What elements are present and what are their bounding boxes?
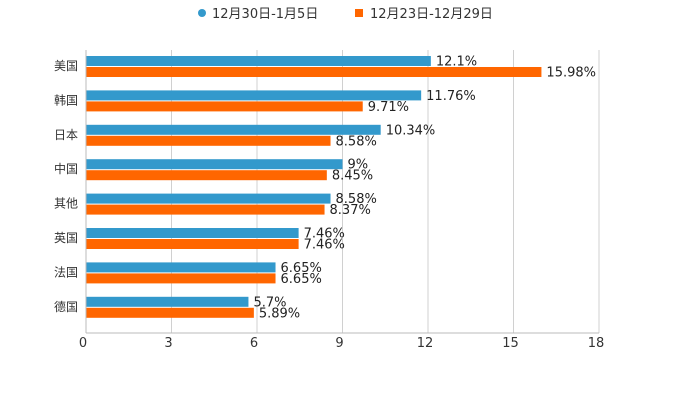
category-label: 法国	[54, 265, 78, 279]
data-label-series-1: 6.65%	[281, 261, 322, 276]
data-label-series-2: 8.58%	[336, 134, 377, 149]
x-tick-label: 3	[164, 336, 172, 351]
bar-series-1	[86, 193, 331, 204]
legend-marker-series-2	[355, 9, 363, 17]
bar-series-2	[86, 204, 325, 215]
data-label-series-2: 15.98%	[546, 66, 596, 81]
category-label: 日本	[54, 128, 78, 142]
data-label-series-2: 8.45%	[332, 169, 373, 184]
bar-series-1	[86, 228, 299, 238]
data-label-series-2: 5.89%	[259, 306, 300, 321]
x-tick-label: 15	[502, 336, 519, 351]
bars	[86, 56, 542, 318]
x-tick-label: 12	[417, 336, 434, 351]
category-label: 中国	[54, 161, 78, 176]
data-label-series-1: 11.76%	[426, 89, 476, 104]
x-tick-label: 0	[79, 336, 87, 351]
legend: 12月30日-1月5日 12月23日-12月29日	[198, 7, 493, 22]
bar-series-1	[86, 159, 343, 170]
bar-series-2	[86, 170, 327, 181]
x-axis: 0 3 6 9 12 15 18	[79, 50, 604, 351]
bar-series-2	[86, 67, 542, 77]
bar-series-1	[86, 262, 276, 273]
bar-series-1	[86, 124, 381, 135]
category-label: 美国	[54, 59, 78, 73]
x-tick-label: 6	[250, 336, 258, 351]
legend-marker-series-1	[198, 9, 206, 17]
bar-series-2	[86, 101, 363, 112]
bar-series-2	[86, 135, 331, 146]
bar-series-1	[86, 90, 422, 101]
bar-series-2	[86, 307, 254, 318]
category-label: 其他	[54, 197, 78, 211]
bar-series-2	[86, 273, 276, 284]
data-label-series-1: 12.1%	[436, 55, 477, 70]
bar-series-2	[86, 239, 299, 249]
data-label-series-1: 10.34%	[386, 123, 436, 138]
category-label: 英国	[54, 231, 78, 245]
category-label: 德国	[54, 299, 78, 314]
bar-series-1	[86, 56, 431, 66]
bar-series-1	[86, 296, 249, 307]
data-label-series-1: 9%	[348, 158, 369, 173]
data-labels: 12.1% 15.98% 11.76% 9.71% 10.34% 8.58% 9%8.45%…	[253, 55, 596, 322]
x-tick-label: 18	[588, 336, 605, 351]
data-label-series-1: 5.7%	[253, 295, 286, 310]
legend-label-series-2: 12月23日-12月29日	[370, 7, 493, 22]
legend-label-series-1: 12月30日-1月5日	[212, 7, 318, 22]
data-label-series-2: 9.71%	[368, 100, 409, 115]
data-label-series-2: 6.65%	[281, 272, 322, 287]
data-label-series-1: 8.58%	[336, 192, 377, 207]
data-label-series-1: 7.46%	[304, 227, 345, 242]
data-label-series-2: 8.37%	[330, 203, 371, 218]
data-label-series-2: 7.46%	[304, 238, 345, 253]
category-label: 韩国	[54, 92, 78, 107]
x-tick-label: 9	[335, 336, 343, 351]
